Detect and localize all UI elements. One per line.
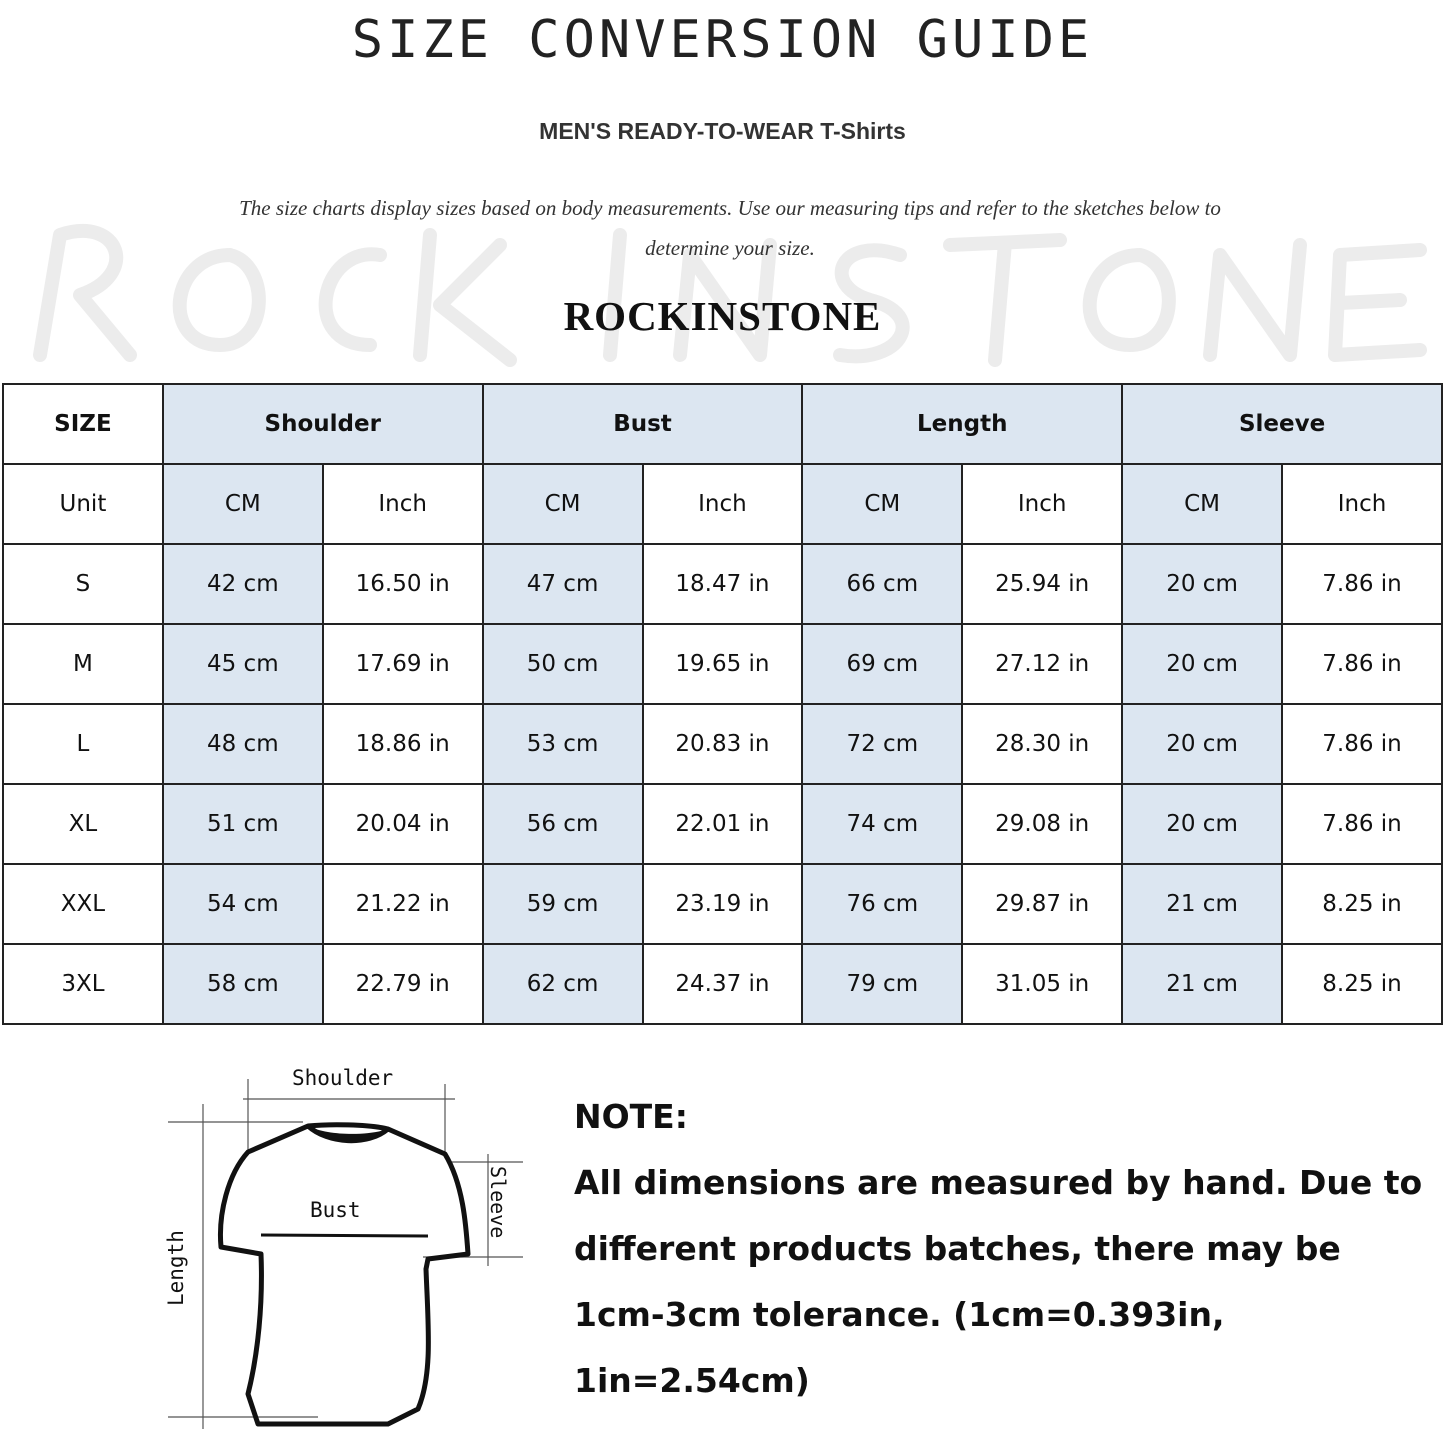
inch-value-cell: 24.37 in: [641, 943, 804, 1025]
group-bust: Bust: [481, 383, 804, 465]
cm-value-cell: 48 cm: [161, 703, 324, 785]
subtitle: MEN'S READY-TO-WEAR T-Shirts: [539, 118, 906, 144]
tshirt-measurement-sketch: Shoulder Bust Sleeve Length: [148, 1054, 540, 1440]
size-cell: L: [2, 703, 164, 785]
inch-value-cell: 22.79 in: [321, 943, 484, 1025]
unit-cell: Inch: [961, 463, 1124, 545]
cm-value-cell: 54 cm: [161, 863, 324, 945]
inch-value-cell: 31.05 in: [961, 943, 1124, 1025]
sleeve-label: Sleeve: [486, 1166, 510, 1239]
cm-value-cell: 47 cm: [481, 543, 644, 625]
cm-value-cell: 45 cm: [161, 623, 324, 705]
note-heading: NOTE:: [574, 1097, 688, 1136]
cm-value-cell: 76 cm: [801, 863, 964, 945]
group-header-row: SIZE Shoulder Bust Length Sleeve: [2, 383, 1443, 465]
bust-label: Bust: [310, 1198, 361, 1222]
inch-value-cell: 20.04 in: [321, 783, 484, 865]
unit-cell: CM: [481, 463, 644, 545]
inch-value-cell: 7.86 in: [1281, 543, 1443, 625]
size-cell: 3XL: [2, 943, 164, 1025]
inch-value-cell: 8.25 in: [1281, 863, 1443, 945]
inch-value-cell: 20.83 in: [641, 703, 804, 785]
cm-value-cell: 58 cm: [161, 943, 324, 1025]
cm-value-cell: 20 cm: [1121, 783, 1283, 865]
inch-value-cell: 7.86 in: [1281, 623, 1443, 705]
group-length: Length: [801, 383, 1124, 465]
inch-value-cell: 8.25 in: [1281, 943, 1443, 1025]
size-cell: M: [2, 623, 164, 705]
cm-value-cell: 20 cm: [1121, 703, 1283, 785]
inch-value-cell: 29.87 in: [961, 863, 1124, 945]
unit-cell: Inch: [641, 463, 804, 545]
cm-value-cell: 20 cm: [1121, 543, 1283, 625]
table-row: L 48 cm 18.86 in 53 cm 20.83 in 72 cm 28.30 in…: [2, 703, 1443, 785]
cm-value-cell: 50 cm: [481, 623, 644, 705]
cm-value-cell: 21 cm: [1121, 863, 1283, 945]
shoulder-label: Shoulder: [292, 1066, 394, 1090]
table-row: S 42 cm 16.50 in 47 cm 18.47 in 66 cm 25.94 in…: [2, 543, 1443, 625]
watermark-brush-lettering: [33, 224, 1427, 367]
inch-value-cell: 23.19 in: [641, 863, 804, 945]
inch-value-cell: 18.86 in: [321, 703, 484, 785]
note: NOTE: All dimensions are measured by han…: [574, 1084, 1434, 1414]
cm-value-cell: 79 cm: [801, 943, 964, 1025]
inch-value-cell: 21.22 in: [321, 863, 484, 945]
inch-value-cell: 22.01 in: [641, 783, 804, 865]
cm-value-cell: 56 cm: [481, 783, 644, 865]
cm-value-cell: 66 cm: [801, 543, 964, 625]
table-row: 3XL 58 cm 22.79 in 62 cm 24.37 in 79 cm 31.05 …: [2, 943, 1443, 1025]
inch-value-cell: 27.12 in: [961, 623, 1124, 705]
brand-name: ROCKINSTONE: [563, 293, 882, 339]
size-cell: XXL: [2, 863, 164, 945]
unit-cell: CM: [801, 463, 964, 545]
table-row: XL 51 cm 20.04 in 56 cm 22.01 in 74 cm 29.08 i…: [2, 783, 1443, 865]
length-label: Length: [164, 1230, 188, 1306]
cm-value-cell: 74 cm: [801, 783, 964, 865]
cm-value-cell: 69 cm: [801, 623, 964, 705]
note-text: All dimensions are measured by hand. Due…: [574, 1163, 1423, 1400]
cm-value-cell: 62 cm: [481, 943, 644, 1025]
size-header: SIZE: [2, 383, 164, 465]
tshirt-icon: [168, 1079, 523, 1429]
inch-value-cell: 25.94 in: [961, 543, 1124, 625]
cm-value-cell: 20 cm: [1121, 623, 1283, 705]
inch-value-cell: 7.86 in: [1281, 703, 1443, 785]
cm-value-cell: 53 cm: [481, 703, 644, 785]
unit-cell: CM: [161, 463, 324, 545]
cm-value-cell: 42 cm: [161, 543, 324, 625]
inch-value-cell: 19.65 in: [641, 623, 804, 705]
inch-value-cell: 7.86 in: [1281, 783, 1443, 865]
table-row: XXL 54 cm 21.22 in 59 cm 23.19 in 76 cm 29.87 …: [2, 863, 1443, 945]
inch-value-cell: 28.30 in: [961, 703, 1124, 785]
unit-label: Unit: [2, 463, 164, 545]
description: The size charts display sizes based on b…: [239, 196, 1221, 260]
cm-value-cell: 51 cm: [161, 783, 324, 865]
group-shoulder: Shoulder: [161, 383, 484, 465]
page-title: SIZE CONVERSION GUIDE: [351, 10, 1094, 70]
inch-value-cell: 18.47 in: [641, 543, 804, 625]
unit-header-row: Unit CM Inch CM Inch CM Inch CM Inch: [2, 463, 1443, 545]
unit-cell: Inch: [321, 463, 484, 545]
cm-value-cell: 21 cm: [1121, 943, 1283, 1025]
inch-value-cell: 16.50 in: [321, 543, 484, 625]
size-cell: S: [2, 543, 164, 625]
group-sleeve: Sleeve: [1121, 383, 1443, 465]
size-cell: XL: [2, 783, 164, 865]
cm-value-cell: 72 cm: [801, 703, 964, 785]
cm-value-cell: 59 cm: [481, 863, 644, 945]
size-table: SIZE Shoulder Bust Length Sleeve Unit CM…: [2, 383, 1443, 1025]
unit-cell: Inch: [1281, 463, 1443, 545]
table-row: M 45 cm 17.69 in 50 cm 19.65 in 69 cm 27.12 in…: [2, 623, 1443, 705]
unit-cell: CM: [1121, 463, 1283, 545]
inch-value-cell: 17.69 in: [321, 623, 484, 705]
inch-value-cell: 29.08 in: [961, 783, 1124, 865]
